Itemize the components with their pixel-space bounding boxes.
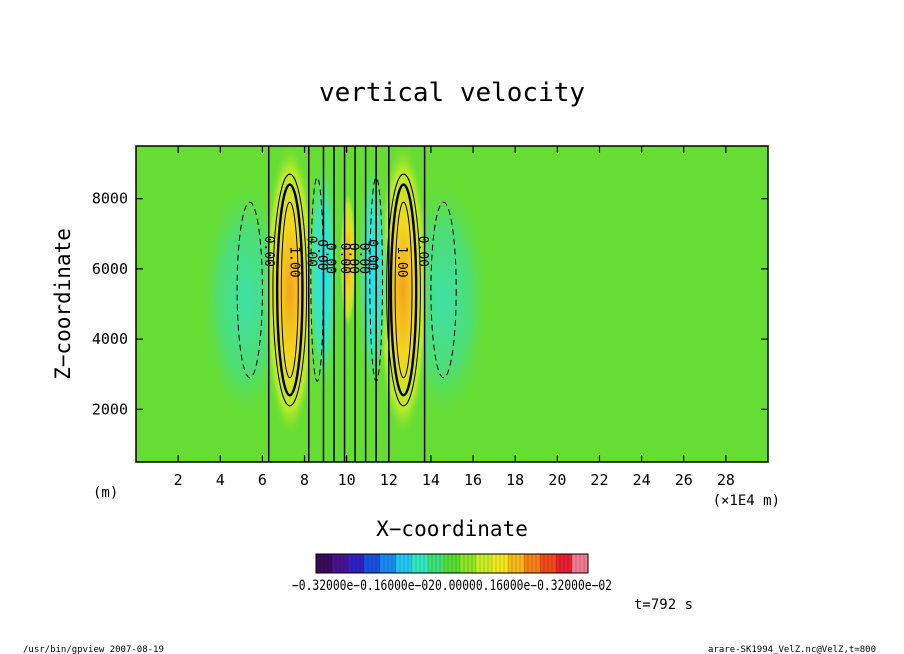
y-tick-label: 4000 [92, 330, 128, 348]
time-annotation: t=792 s [634, 597, 693, 613]
chart-title: vertical velocity [319, 78, 585, 108]
y-axis-label: Z−coordinate [51, 228, 75, 380]
x-tick-label: 20 [548, 471, 566, 489]
colorbar-swatch [540, 554, 557, 573]
x-tick-label: 24 [633, 471, 651, 489]
plot-frame [135, 145, 769, 463]
footer-left: /usr/bin/gpview 2007-08-19 [23, 645, 164, 654]
colorbar-swatch [316, 554, 333, 573]
colorbar-swatch [332, 554, 349, 573]
colorbar-swatch [412, 554, 429, 573]
y-tick-label: 6000 [92, 260, 128, 278]
x-tick-label: 14 [422, 471, 440, 489]
colorbar-swatch [348, 554, 365, 573]
x-tick-label: 10 [338, 471, 356, 489]
colorbar [315, 553, 589, 574]
colorbar-swatch [572, 554, 589, 573]
contour-label: 1.00 [394, 246, 409, 277]
x-tick-label: 12 [380, 471, 398, 489]
y-axis: 2000 4000 6000 8000 [92, 190, 768, 418]
x-tick-label: 18 [506, 471, 524, 489]
colorbar-swatch [492, 554, 509, 573]
colorbar-frame [315, 553, 589, 574]
x-tick-label: 22 [590, 471, 608, 489]
contour-line-7 [389, 183, 418, 397]
colorbar-labels: −0.32000e−0.16000e−020.00000.16000e−0.32… [292, 578, 612, 594]
contour-label: 0.00 [415, 236, 430, 267]
contour-label: 0.00 [303, 236, 318, 267]
colorbar-swatch [460, 554, 477, 573]
contour-label: 0.00 [364, 239, 379, 270]
colorbar-swatch [428, 554, 445, 573]
colorbar-swatch [380, 554, 397, 573]
x-tick-label: 16 [464, 471, 482, 489]
contour-line-8 [394, 201, 413, 379]
x-scale-label: (×1E4 m) [713, 493, 780, 509]
contour-label: 0.00 [356, 243, 371, 274]
colorbar-swatch [508, 554, 525, 573]
contour-line-0 [236, 201, 263, 379]
x-tick-label: 2 [174, 471, 183, 489]
contour-line-6 [386, 173, 421, 407]
contour-overlay [236, 146, 457, 462]
contour-label: 0.00 [261, 236, 276, 267]
contour-line-2 [275, 183, 304, 397]
contour-line-9 [430, 201, 457, 379]
contour-line-1 [272, 173, 308, 407]
contour-label: 0.00 [322, 243, 337, 274]
contour-label: 1.00 [287, 246, 302, 277]
contour-label: 0.00 [337, 243, 352, 274]
x-tick-label: 28 [717, 471, 735, 489]
colorbar-swatch [476, 554, 493, 573]
x-axis: 2 4 6 8 10 12 14 16 18 20 22 24 26 28 [174, 146, 735, 489]
colorbar-swatch [524, 554, 541, 573]
contour-labels: 0.00 1.00 0.000.000.00 0.000.000.000.00 1.00… [261, 236, 430, 278]
x-units-label: (m) [93, 485, 118, 501]
colorbar-swatch [444, 554, 461, 573]
x-tick-label: 26 [675, 471, 693, 489]
contour-line-3 [280, 201, 299, 379]
colorbar-swatch [396, 554, 413, 573]
colorbar-swatch [364, 554, 381, 573]
x-tick-label: 8 [300, 471, 309, 489]
x-axis-label: X−coordinate [376, 517, 528, 541]
y-tick-label: 2000 [92, 400, 128, 418]
contour-label: 0.00 [345, 243, 360, 274]
y-tick-label: 8000 [92, 190, 128, 208]
footer-right: arare-SK1994_VelZ.nc@VelZ,t=800 [708, 645, 876, 654]
colorbar-swatch [556, 554, 573, 573]
x-tick-label: 4 [216, 471, 225, 489]
x-tick-label: 6 [258, 471, 267, 489]
contour-label: 0.00 [314, 239, 329, 270]
